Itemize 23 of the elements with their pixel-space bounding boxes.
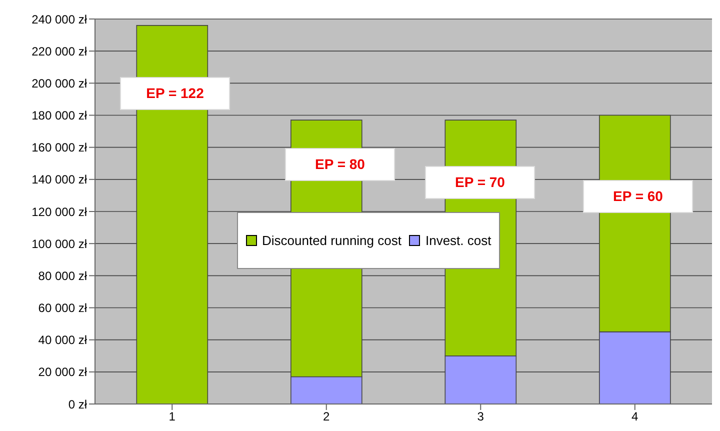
y-tick-label: 180 000 zł	[32, 108, 88, 123]
y-tick-label: 20 000 zł	[38, 365, 88, 380]
x-tick-label: 2	[323, 410, 330, 424]
y-tick-label: 220 000 zł	[32, 44, 88, 58]
y-tick-label: 60 000 zł	[38, 301, 88, 316]
y-tick-label: 140 000 zł	[32, 172, 88, 187]
y-tick-label: 120 000 zł	[32, 204, 88, 219]
y-tick-label: 100 000 zł	[32, 236, 88, 251]
x-tick-label: 4	[632, 410, 639, 424]
legend-label: Invest. cost	[425, 233, 492, 248]
y-tick-label: 80 000 zł	[38, 268, 88, 283]
y-tick-label: 0 zł	[68, 397, 88, 412]
x-tick-label: 1	[168, 410, 176, 424]
y-tick-label: 40 000 zł	[38, 333, 88, 348]
y-tick-label: 200 000 zł	[32, 76, 88, 90]
annotation: EP = 122	[145, 85, 205, 101]
legend-label: Discounted running cost	[262, 233, 402, 248]
annotation: EP = 80	[314, 156, 366, 172]
y-tick-label: 240 000 zł	[32, 12, 88, 26]
y-tick-label: 160 000 zł	[32, 140, 88, 155]
annotation: EP = 60	[612, 188, 664, 204]
x-tick-label: 3	[477, 410, 484, 424]
annotation: EP = 70	[454, 174, 506, 190]
